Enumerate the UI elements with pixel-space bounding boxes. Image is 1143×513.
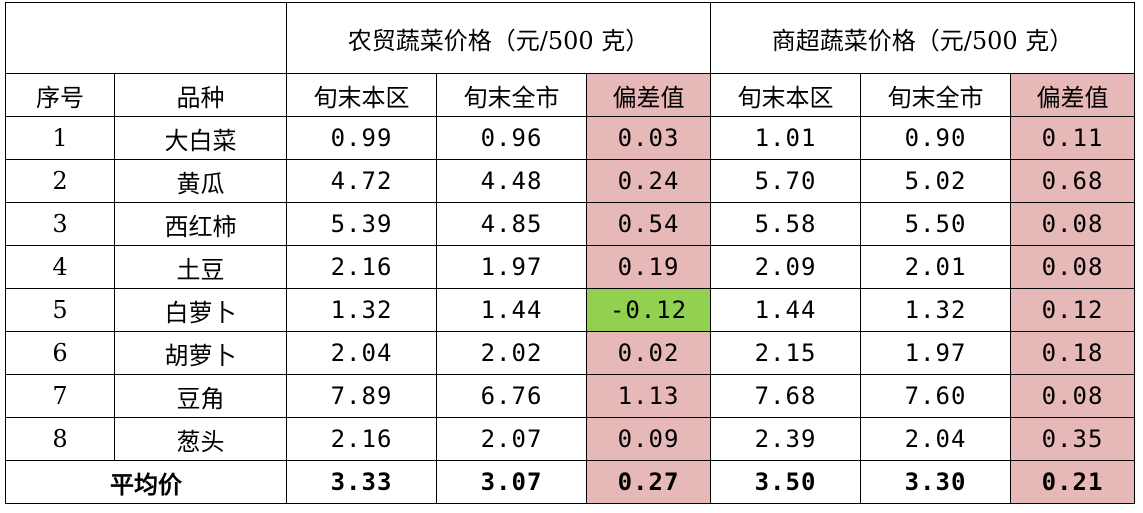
cell-no: 6	[5, 331, 115, 375]
cell-farm-diff: 0.19	[586, 245, 711, 289]
cell-variety: 黄瓜	[114, 159, 287, 203]
cell-super-district: 1.44	[710, 288, 861, 332]
table-row: 6 胡萝卜 2.04 2.02 0.02 2.15 1.97 0.18	[5, 331, 1135, 375]
cell-super-diff: 0.12	[1010, 288, 1135, 332]
cell-no: 2	[5, 159, 115, 203]
cell-farm-city: 4.48	[436, 159, 587, 203]
cell-super-city: 2.04	[860, 417, 1011, 461]
cell-farm-city: 1.97	[436, 245, 587, 289]
average-row: 平均价 3.33 3.07 0.27 3.50 3.30 0.21	[5, 460, 1135, 504]
cell-farm-district: 7.89	[286, 374, 437, 418]
cell-variety: 大白菜	[114, 116, 287, 160]
cell-super-diff: 0.08	[1010, 245, 1135, 289]
cell-farm-diff: 0.09	[586, 417, 711, 461]
avg-farm-city: 3.07	[436, 460, 587, 504]
header-super-city: 旬末全市	[860, 73, 1011, 117]
header-farm-district: 旬末本区	[286, 73, 437, 117]
cell-no: 8	[5, 417, 115, 461]
cell-super-diff: 0.35	[1010, 417, 1135, 461]
cell-farm-district: 2.16	[286, 245, 437, 289]
cell-farm-city: 2.02	[436, 331, 587, 375]
cell-farm-district: 4.72	[286, 159, 437, 203]
header-super-district: 旬末本区	[710, 73, 861, 117]
cell-super-district: 7.68	[710, 374, 861, 418]
cell-super-diff: 0.18	[1010, 331, 1135, 375]
header-farm-diff: 偏差值	[586, 73, 711, 117]
cell-farm-diff: 0.54	[586, 202, 711, 246]
cell-super-city: 5.50	[860, 202, 1011, 246]
cell-farm-district: 0.99	[286, 116, 437, 160]
cell-super-district: 1.01	[710, 116, 861, 160]
cell-super-district: 5.58	[710, 202, 861, 246]
cell-farm-city: 6.76	[436, 374, 587, 418]
header-column-row: 序号 品种 旬末本区 旬末全市 偏差值 旬末本区 旬末全市 偏差值	[5, 73, 1135, 117]
average-label: 平均价	[5, 460, 287, 504]
cell-no: 4	[5, 245, 115, 289]
header-farm-city: 旬末全市	[436, 73, 587, 117]
cell-super-diff: 0.08	[1010, 202, 1135, 246]
avg-super-district: 3.50	[710, 460, 861, 504]
header-variety: 品种	[114, 73, 287, 117]
cell-no: 3	[5, 202, 115, 246]
cell-farm-diff: 0.03	[586, 116, 711, 160]
cell-variety: 西红柿	[114, 202, 287, 246]
table-row: 1 大白菜 0.99 0.96 0.03 1.01 0.90 0.11	[5, 116, 1135, 160]
cell-super-city: 5.02	[860, 159, 1011, 203]
cell-no: 1	[5, 116, 115, 160]
cell-super-city: 1.97	[860, 331, 1011, 375]
table-row: 3 西红柿 5.39 4.85 0.54 5.58 5.50 0.08	[5, 202, 1135, 246]
cell-super-district: 5.70	[710, 159, 861, 203]
table-row: 4 土豆 2.16 1.97 0.19 2.09 2.01 0.08	[5, 245, 1135, 289]
cell-farm-district: 2.04	[286, 331, 437, 375]
header-no: 序号	[5, 73, 115, 117]
header-super-group: 商超蔬菜价格（元/500 克）	[710, 2, 1135, 74]
cell-super-city: 0.90	[860, 116, 1011, 160]
avg-super-city: 3.30	[860, 460, 1011, 504]
cell-super-diff: 0.08	[1010, 374, 1135, 418]
cell-super-city: 7.60	[860, 374, 1011, 418]
cell-super-district: 2.15	[710, 331, 861, 375]
cell-no: 7	[5, 374, 115, 418]
table-row: 8 葱头 2.16 2.07 0.09 2.39 2.04 0.35	[5, 417, 1135, 461]
avg-farm-diff: 0.27	[586, 460, 711, 504]
cell-variety: 胡萝卜	[114, 331, 287, 375]
cell-super-city: 1.32	[860, 288, 1011, 332]
cell-farm-diff: 0.02	[586, 331, 711, 375]
cell-farm-city: 4.85	[436, 202, 587, 246]
table-row: 2 黄瓜 4.72 4.48 0.24 5.70 5.02 0.68	[5, 159, 1135, 203]
table-row: 5 白萝卜 1.32 1.44 -0.12 1.44 1.32 0.12	[5, 288, 1135, 332]
cell-farm-diff: -0.12	[586, 288, 711, 332]
vegetable-price-table: 农贸蔬菜价格（元/500 克） 商超蔬菜价格（元/500 克） 序号 品种 旬末…	[5, 2, 1135, 504]
header-farm-group: 农贸蔬菜价格（元/500 克）	[286, 2, 711, 74]
table-row: 7 豆角 7.89 6.76 1.13 7.68 7.60 0.08	[5, 374, 1135, 418]
cell-farm-city: 1.44	[436, 288, 587, 332]
cell-super-district: 2.39	[710, 417, 861, 461]
cell-no: 5	[5, 288, 115, 332]
cell-super-diff: 0.11	[1010, 116, 1135, 160]
cell-farm-diff: 1.13	[586, 374, 711, 418]
header-group-row: 农贸蔬菜价格（元/500 克） 商超蔬菜价格（元/500 克）	[5, 2, 1135, 74]
cell-farm-district: 1.32	[286, 288, 437, 332]
cell-variety: 豆角	[114, 374, 287, 418]
cell-variety: 葱头	[114, 417, 287, 461]
header-blank-cell	[5, 2, 287, 74]
header-super-diff: 偏差值	[1010, 73, 1135, 117]
cell-farm-diff: 0.24	[586, 159, 711, 203]
avg-super-diff: 0.21	[1010, 460, 1135, 504]
cell-farm-district: 2.16	[286, 417, 437, 461]
cell-super-city: 2.01	[860, 245, 1011, 289]
cell-farm-city: 2.07	[436, 417, 587, 461]
cell-variety: 白萝卜	[114, 288, 287, 332]
cell-variety: 土豆	[114, 245, 287, 289]
cell-super-district: 2.09	[710, 245, 861, 289]
cell-super-diff: 0.68	[1010, 159, 1135, 203]
avg-farm-district: 3.33	[286, 460, 437, 504]
cell-farm-city: 0.96	[436, 116, 587, 160]
cell-farm-district: 5.39	[286, 202, 437, 246]
